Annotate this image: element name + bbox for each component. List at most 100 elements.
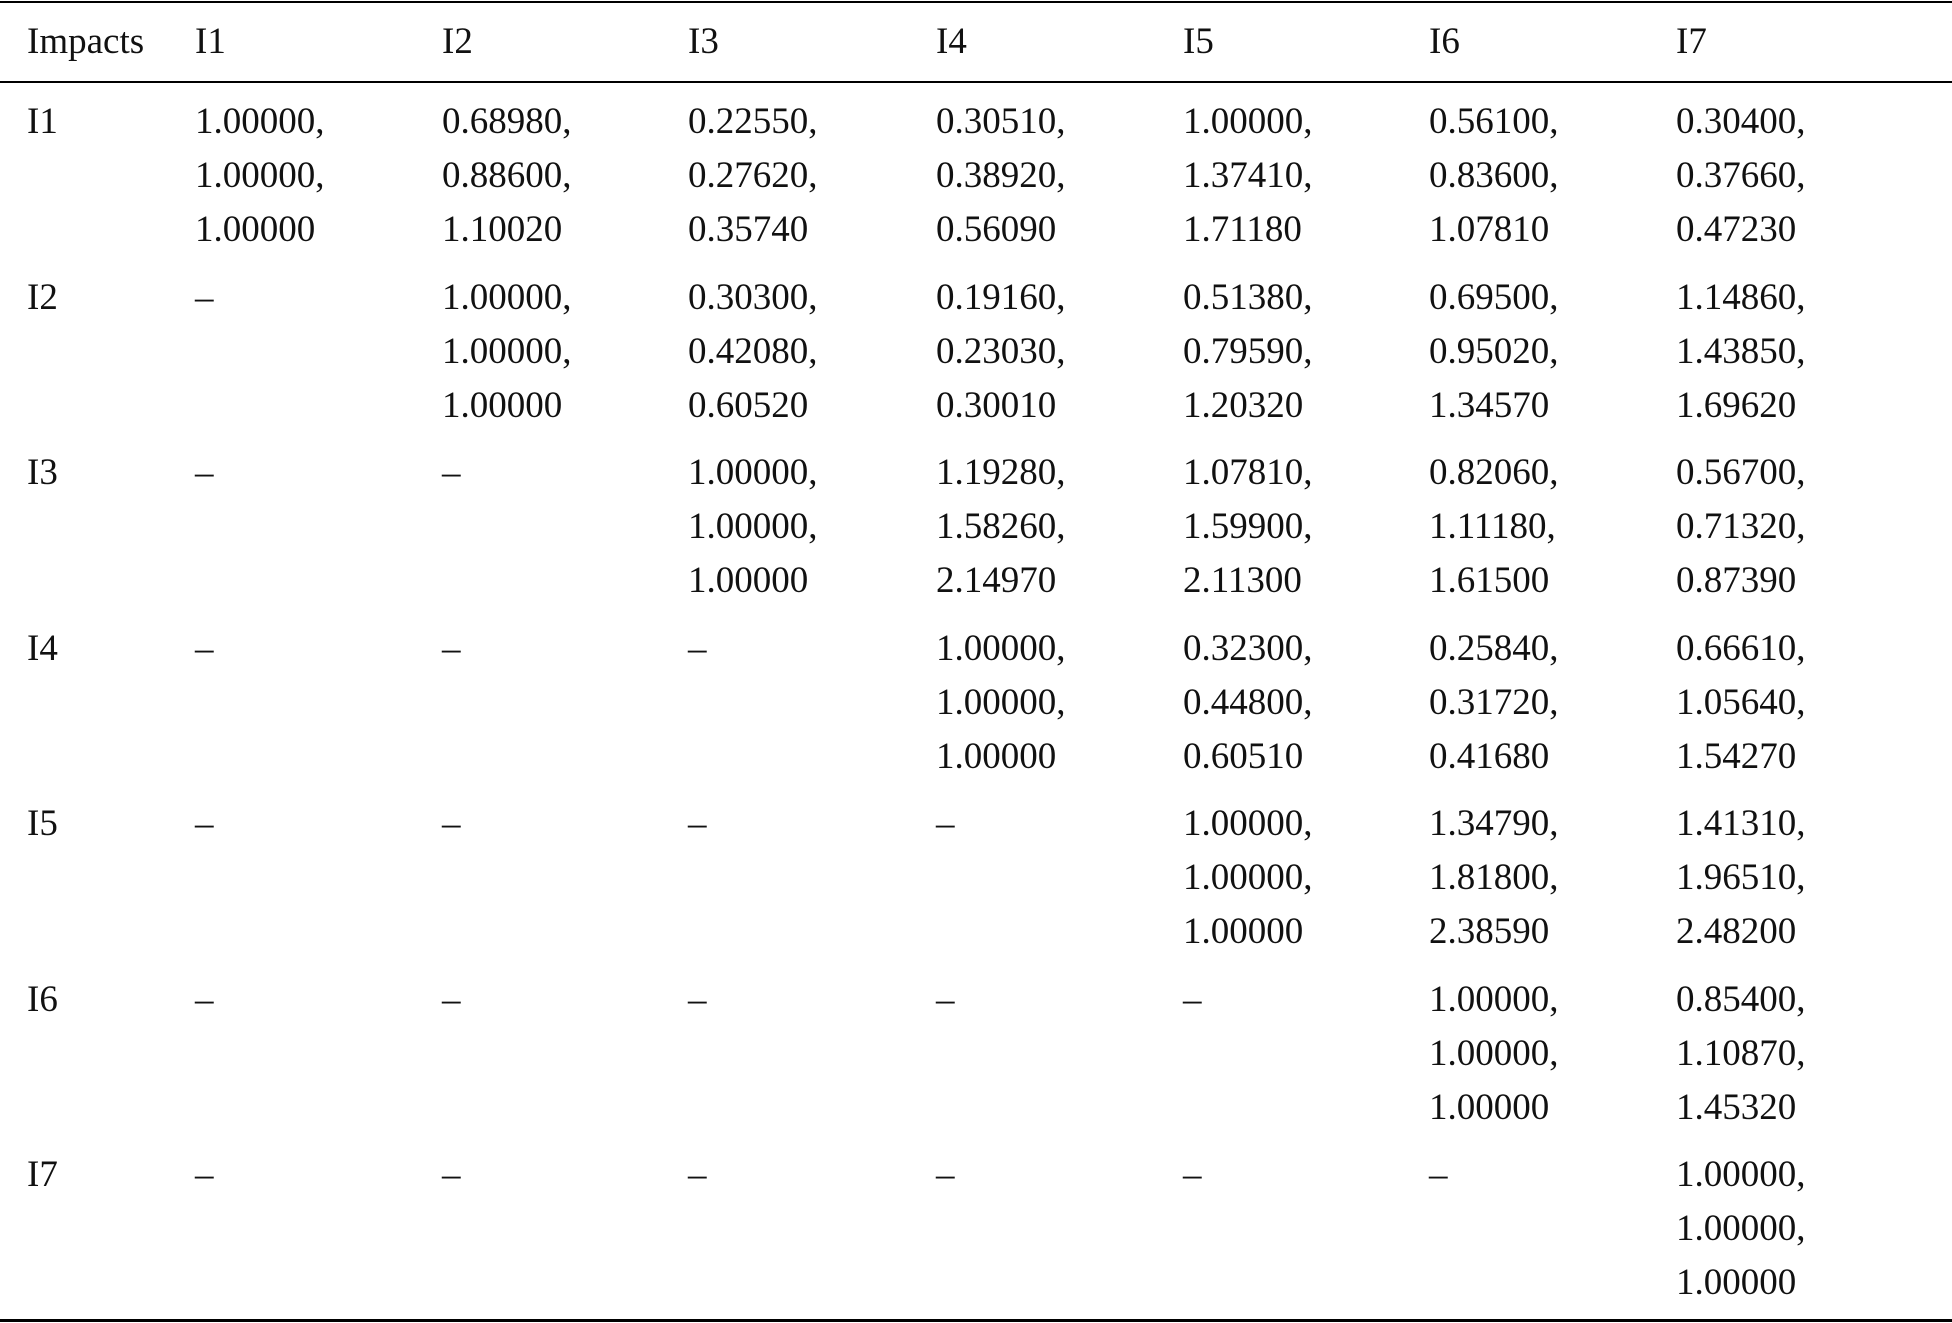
cell-text: 1.00000,	[1429, 1032, 1559, 1074]
cell-text: 0.31720,	[1429, 681, 1559, 723]
cell-text: –	[442, 978, 461, 1020]
cell-text: 1.00000,	[195, 101, 325, 142]
cell-text: 1.00000,	[1429, 978, 1559, 1020]
cell-text: 0.27620,	[688, 155, 818, 196]
cell-text: 1.07810	[1429, 209, 1550, 250]
cell-text: 0.69500,	[1429, 276, 1559, 318]
cell-text: 2.14970	[936, 560, 1057, 601]
cell-text: 0.37660,	[1676, 155, 1806, 196]
cell-text: 1.00000	[936, 735, 1057, 777]
cell-text: 0.30300,	[688, 276, 818, 318]
cell-text: 1.00000	[688, 560, 809, 601]
cell-text: 0.60510	[1183, 735, 1304, 777]
row-label: I7	[27, 1154, 58, 1195]
cell-text: 0.41680	[1429, 735, 1550, 777]
cell-text: 0.79590,	[1183, 330, 1313, 372]
cell-text: 0.30010	[936, 384, 1057, 426]
header-cell: I3	[688, 21, 719, 62]
cell-text: 1.00000	[1676, 1262, 1797, 1303]
cell-text: –	[442, 452, 461, 493]
cell-text: 0.23030,	[936, 330, 1066, 372]
row-label: I1	[27, 101, 58, 142]
cell-text: –	[195, 978, 214, 1020]
cell-text: 1.45320	[1676, 1086, 1797, 1128]
cell-text: 1.10870,	[1676, 1032, 1806, 1074]
header-cell: I1	[195, 21, 226, 62]
cell-text: 0.56090	[936, 209, 1057, 250]
cell-text: –	[195, 803, 214, 844]
cell-text: –	[936, 1154, 955, 1195]
cell-text: 0.35740	[688, 209, 809, 250]
cell-text: –	[195, 276, 214, 318]
cell-text: –	[442, 627, 461, 669]
cell-text: –	[1183, 1154, 1202, 1195]
cell-text: 0.60520	[688, 384, 809, 426]
cell-text: 1.10020	[442, 209, 563, 250]
cell-text: 1.00000	[1429, 1086, 1550, 1128]
cell-text: 1.81800,	[1429, 857, 1559, 898]
cell-text: 1.11180,	[1429, 506, 1556, 547]
cell-text: 0.56700,	[1676, 452, 1806, 493]
cell-text: –	[1429, 1154, 1448, 1195]
cell-text: 1.00000	[1183, 911, 1304, 952]
cell-text: 0.42080,	[688, 330, 818, 372]
cell-text: 0.87390	[1676, 560, 1797, 601]
cell-text: –	[936, 803, 955, 844]
cell-text: 1.14860,	[1676, 276, 1806, 318]
cell-text: –	[195, 627, 214, 669]
cell-text: 1.00000	[442, 384, 563, 426]
cell-text: 0.30510,	[936, 101, 1066, 142]
top-rule	[0, 1, 1952, 3]
cell-text: 2.38590	[1429, 911, 1550, 952]
cell-text: 2.48200	[1676, 911, 1797, 952]
cell-text: 1.00000,	[936, 681, 1066, 723]
cell-text: –	[1183, 978, 1202, 1020]
cell-text: 1.54270	[1676, 735, 1797, 777]
cell-text: 1.43850,	[1676, 330, 1806, 372]
cell-text: 0.85400,	[1676, 978, 1806, 1020]
cell-text: –	[688, 803, 707, 844]
cell-text: 0.95020,	[1429, 330, 1559, 372]
cell-text: –	[195, 452, 214, 493]
cell-text: 1.00000,	[688, 506, 818, 547]
cell-text: –	[688, 627, 707, 669]
cell-text: 1.71180	[1183, 209, 1302, 250]
header-cell: Impacts	[27, 21, 145, 62]
cell-text: 0.32300,	[1183, 627, 1313, 669]
cell-text: 1.00000,	[688, 452, 818, 493]
cell-text: 0.88600,	[442, 155, 572, 196]
cell-text: 1.37410,	[1183, 155, 1313, 196]
cell-text: 1.05640,	[1676, 681, 1806, 723]
header-cell: I6	[1429, 21, 1460, 62]
cell-text: 1.00000,	[1183, 101, 1313, 142]
cell-text: 1.00000,	[442, 330, 572, 372]
cell-text: –	[936, 978, 955, 1020]
cell-text: 2.11300	[1183, 560, 1302, 601]
cell-text: 1.69620	[1676, 384, 1797, 426]
cell-text: –	[195, 1154, 214, 1195]
cell-text: 1.34570	[1429, 384, 1550, 426]
cell-text: 1.00000,	[195, 155, 325, 196]
row-label: I2	[27, 276, 58, 318]
cell-text: 1.00000,	[1183, 803, 1313, 844]
cell-text: 1.00000	[195, 209, 316, 250]
cell-text: 1.00000,	[936, 627, 1066, 669]
cell-text: 0.66610,	[1676, 627, 1806, 669]
cell-text: 1.34790,	[1429, 803, 1559, 844]
cell-text: 1.00000,	[1676, 1208, 1806, 1249]
cell-text: 0.71320,	[1676, 506, 1806, 547]
cell-text: 0.68980,	[442, 101, 572, 142]
cell-text: 0.47230	[1676, 209, 1797, 250]
cell-text: 0.51380,	[1183, 276, 1313, 318]
cell-text: 1.61500	[1429, 560, 1550, 601]
header-cell: I4	[936, 21, 967, 62]
cell-text: 0.83600,	[1429, 155, 1559, 196]
cell-text: 1.41310,	[1676, 803, 1806, 844]
cell-text: 0.38920,	[936, 155, 1066, 196]
cell-text: 1.00000,	[442, 276, 572, 318]
cell-text: –	[442, 1154, 461, 1195]
header-cell: I5	[1183, 21, 1214, 62]
header-cell: I7	[1676, 21, 1707, 62]
header-cell: I2	[442, 21, 473, 62]
